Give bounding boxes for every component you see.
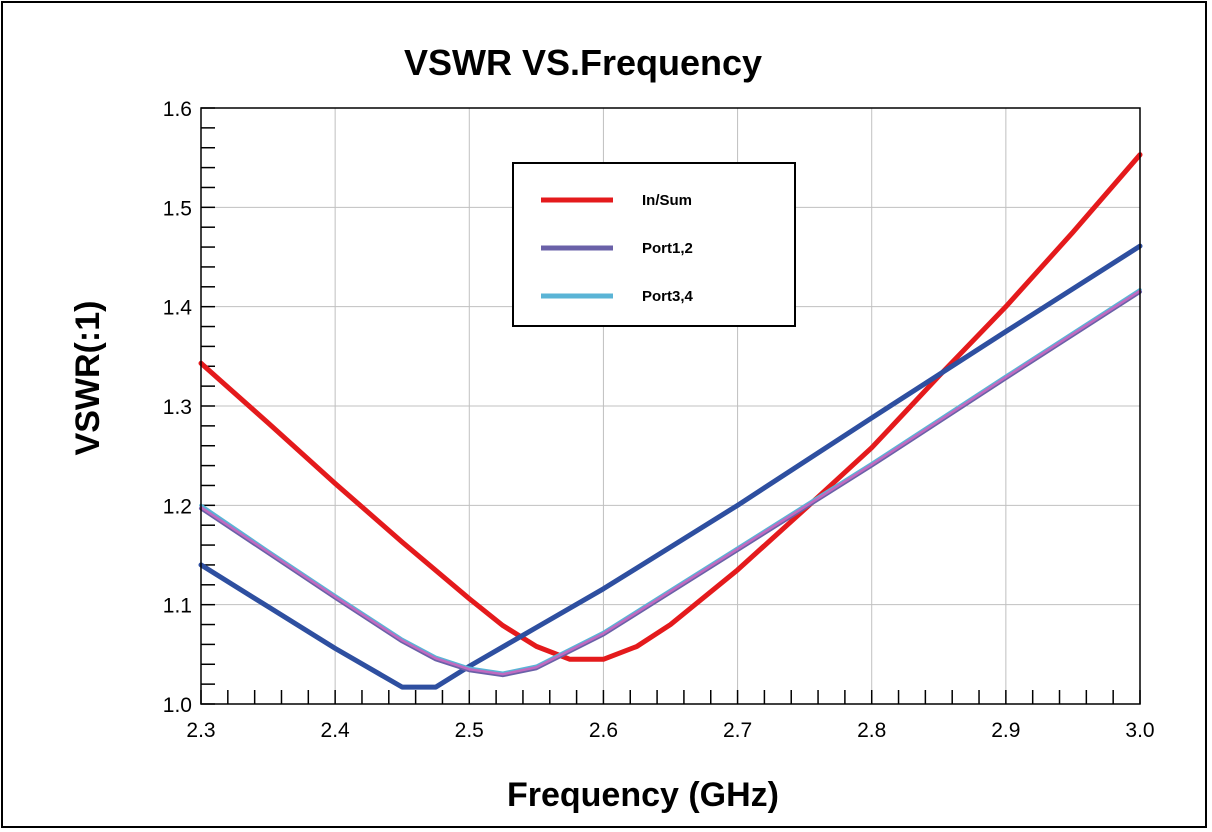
x-tick-label: 2.9 (991, 719, 1020, 742)
series-port1-2-dark (198, 243, 1143, 690)
series-port1-2 (199, 289, 1142, 678)
y-tick-label: 1.4 (163, 297, 193, 320)
y-axis-label: VSWR(:1) (69, 301, 107, 456)
y-tick-label: 1.2 (163, 495, 192, 518)
x-tick-label: 2.4 (321, 719, 351, 742)
y-tick-label: 1.1 (163, 595, 192, 618)
y-tick-label: 1.3 (163, 396, 192, 419)
chart-title: VSWR VS.Frequency (404, 42, 762, 83)
plot-area (200, 107, 1141, 705)
vswr-chart: 2.3 2.4 2.5 2.6 2.7 2.8 2.9 3.0 1.0 1.1 1.2 1.3 1.4 1… (69, 42, 1155, 814)
x-tick-label: 2.8 (857, 719, 886, 742)
x-axis-label: Frequency (GHz) (507, 776, 779, 814)
x-tick-label: 2.7 (723, 719, 752, 742)
legend-label-port3-4: Port3,4 (642, 288, 694, 305)
series-port3-4-pink (199, 289, 1142, 676)
y-tick-label: 1.0 (163, 694, 192, 717)
legend-box (512, 162, 796, 327)
x-tick-label: 2.3 (186, 719, 215, 742)
legend: In/Sum Port1,2 Port3,4 (512, 162, 796, 327)
y-tick-label: 1.5 (163, 197, 192, 220)
legend-label-port1-2: Port1,2 (642, 240, 693, 257)
x-tick-label: 2.6 (589, 719, 618, 742)
x-tick-label: 2.5 (455, 719, 484, 742)
legend-label-in-sum: In/Sum (642, 192, 692, 209)
y-tick-label: 1.6 (163, 98, 192, 121)
tick-labels: 2.3 2.4 2.5 2.6 2.7 2.8 2.9 3.0 1.0 1.1 1.2 1.3 1.4 1… (163, 98, 1155, 742)
series-layer (198, 152, 1143, 690)
series-port3-4 (199, 288, 1142, 675)
x-tick-label: 3.0 (1125, 719, 1154, 742)
